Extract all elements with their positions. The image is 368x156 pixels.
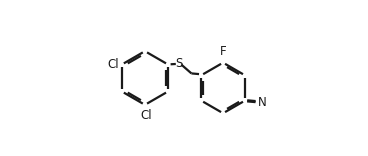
Text: Cl: Cl — [108, 58, 119, 71]
Text: F: F — [220, 45, 226, 58]
Text: N: N — [257, 96, 266, 109]
Text: S: S — [175, 57, 182, 70]
Text: Cl: Cl — [141, 109, 152, 122]
